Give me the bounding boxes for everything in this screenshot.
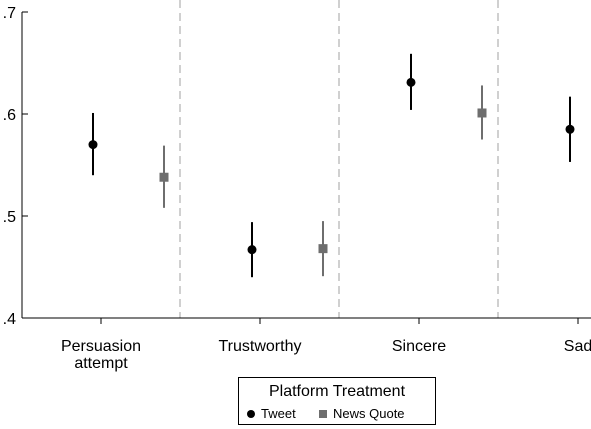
category-separators bbox=[179, 0, 499, 318]
x-tick-label: Trustworthy bbox=[219, 338, 302, 355]
data-marks bbox=[88, 53, 575, 278]
y-tick-label: .7 bbox=[3, 5, 16, 22]
y-tick-label: .4 bbox=[3, 311, 16, 328]
point-tweet bbox=[565, 124, 575, 134]
x-tick-label: Sincere bbox=[392, 338, 446, 355]
legend-item-news-quote: News Quote bbox=[319, 406, 405, 421]
legend-square-marker bbox=[319, 409, 327, 418]
legend-label-news-quote: News Quote bbox=[333, 406, 405, 421]
y-axis: .4 .5 .6 .7 bbox=[3, 5, 28, 328]
legend: Platform Treatment Tweet News Quote bbox=[238, 377, 436, 425]
point-news-quote bbox=[318, 244, 328, 254]
legend-title: Platform Treatment bbox=[268, 383, 406, 400]
point-news-quote bbox=[159, 172, 169, 182]
point-tweet bbox=[88, 140, 98, 150]
point-tweet bbox=[406, 77, 416, 87]
x-tick-label: Sad bbox=[564, 338, 591, 355]
legend-label-tweet: Tweet bbox=[261, 406, 296, 421]
x-tick-label: Persuasion bbox=[61, 338, 141, 355]
point-tweet bbox=[247, 245, 257, 255]
point-news-quote bbox=[477, 108, 487, 118]
y-tick-label: .5 bbox=[3, 209, 16, 226]
legend-item-tweet: Tweet bbox=[247, 406, 296, 421]
x-tick-label: attempt bbox=[74, 355, 128, 372]
y-tick-label: .6 bbox=[3, 107, 16, 124]
legend-circle-marker bbox=[247, 409, 255, 418]
